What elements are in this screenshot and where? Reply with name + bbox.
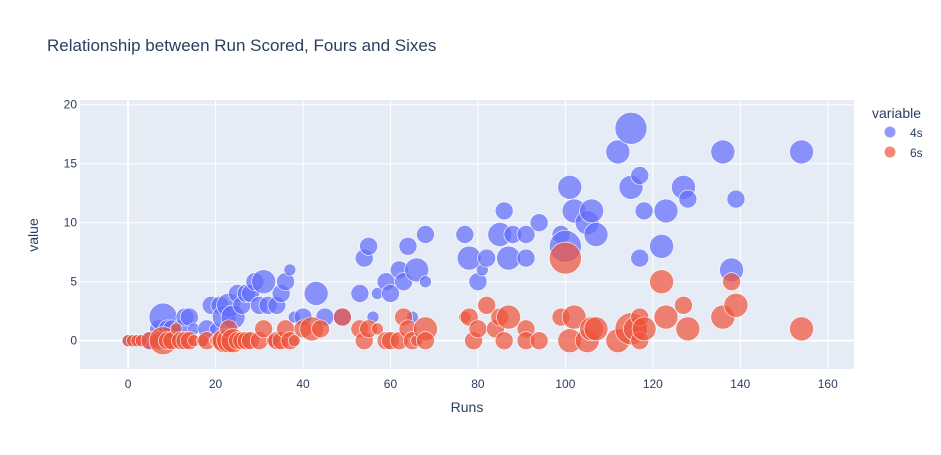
data-point-4s[interactable] bbox=[583, 222, 609, 247]
data-point-4s[interactable] bbox=[614, 112, 648, 145]
data-point-6s[interactable] bbox=[561, 304, 587, 330]
data-point-6s[interactable] bbox=[722, 272, 741, 291]
data-point-6s[interactable] bbox=[529, 331, 549, 350]
y-tick-label: 15 bbox=[64, 157, 78, 171]
data-point-6s[interactable] bbox=[549, 241, 582, 275]
legend-marker-4s bbox=[884, 126, 896, 138]
data-point-6s[interactable] bbox=[675, 316, 701, 342]
data-point-4s[interactable] bbox=[605, 139, 631, 165]
legend-marker-6s bbox=[884, 146, 896, 158]
data-point-4s[interactable] bbox=[419, 275, 432, 288]
data-point-6s[interactable] bbox=[494, 331, 514, 350]
chart-title: Relationship between Run Scored, Fours a… bbox=[47, 36, 436, 55]
data-point-6s[interactable] bbox=[468, 319, 488, 339]
data-point-4s[interactable] bbox=[529, 213, 549, 233]
data-point-4s[interactable] bbox=[477, 248, 496, 268]
y-tick-label: 5 bbox=[70, 275, 77, 289]
data-point-4s[interactable] bbox=[630, 248, 650, 268]
data-point-4s[interactable] bbox=[350, 284, 370, 303]
x-tick-label: 40 bbox=[296, 377, 310, 391]
data-point-6s[interactable] bbox=[477, 295, 496, 315]
x-tick-label: 160 bbox=[818, 377, 838, 391]
data-point-6s[interactable] bbox=[311, 319, 330, 339]
data-point-4s[interactable] bbox=[398, 236, 418, 256]
x-tick-label: 100 bbox=[555, 377, 575, 391]
y-tick-label: 0 bbox=[70, 334, 77, 348]
data-point-4s[interactable] bbox=[678, 189, 698, 209]
data-point-4s[interactable] bbox=[516, 225, 536, 244]
data-point-6s[interactable] bbox=[371, 322, 384, 336]
x-axis-label: Runs bbox=[451, 399, 484, 415]
legend-label-6s: 6s bbox=[910, 146, 923, 160]
data-point-4s[interactable] bbox=[303, 281, 329, 306]
data-point-4s[interactable] bbox=[251, 269, 276, 294]
x-tick-label: 20 bbox=[209, 377, 223, 391]
data-point-4s[interactable] bbox=[653, 198, 679, 224]
tick-layer: 0 20 40 60 80 100 120 140 160 0 5 10 15 20 bbox=[64, 98, 838, 391]
data-point-4s[interactable] bbox=[381, 284, 400, 303]
marker-layer bbox=[121, 112, 814, 355]
data-point-4s[interactable] bbox=[634, 201, 654, 221]
data-point-6s[interactable] bbox=[333, 307, 352, 327]
data-point-6s[interactable] bbox=[789, 316, 814, 342]
legend-title: variable bbox=[872, 105, 921, 121]
data-point-4s[interactable] bbox=[710, 139, 736, 165]
legend-label-4s: 4s bbox=[910, 126, 923, 140]
x-tick-label: 0 bbox=[125, 377, 132, 391]
data-point-6s[interactable] bbox=[583, 316, 609, 342]
legend: variable 4s 6s bbox=[872, 105, 923, 160]
y-tick-label: 10 bbox=[64, 216, 78, 230]
data-point-6s[interactable] bbox=[674, 295, 693, 315]
data-point-4s[interactable] bbox=[630, 166, 650, 185]
data-point-6s[interactable] bbox=[723, 292, 749, 318]
data-point-4s[interactable] bbox=[404, 257, 430, 283]
data-point-4s[interactable] bbox=[557, 175, 583, 200]
data-point-4s[interactable] bbox=[359, 236, 378, 256]
data-point-4s[interactable] bbox=[455, 225, 475, 244]
x-tick-label: 80 bbox=[471, 377, 485, 391]
data-point-6s[interactable] bbox=[653, 304, 679, 330]
series-4s bbox=[121, 112, 814, 350]
data-point-6s[interactable] bbox=[287, 334, 301, 347]
data-point-4s[interactable] bbox=[579, 198, 604, 224]
y-tick-label: 20 bbox=[64, 98, 78, 112]
data-point-6s[interactable] bbox=[649, 269, 674, 294]
x-tick-label: 120 bbox=[643, 377, 663, 391]
data-point-4s[interactable] bbox=[516, 248, 536, 268]
y-axis-label: value bbox=[25, 218, 41, 252]
data-point-4s[interactable] bbox=[416, 225, 435, 244]
data-point-6s[interactable] bbox=[416, 331, 435, 350]
legend-item-6s[interactable]: 6s bbox=[884, 146, 923, 160]
data-point-4s[interactable] bbox=[494, 201, 514, 221]
x-tick-label: 60 bbox=[384, 377, 398, 391]
data-point-6s[interactable] bbox=[631, 316, 657, 342]
data-point-6s[interactable] bbox=[496, 304, 521, 330]
data-point-4s[interactable] bbox=[789, 139, 814, 165]
x-tick-label: 140 bbox=[730, 377, 750, 391]
data-point-6s[interactable] bbox=[254, 319, 273, 339]
data-point-4s[interactable] bbox=[283, 263, 297, 277]
legend-item-4s[interactable]: 4s bbox=[884, 126, 923, 140]
data-point-4s[interactable] bbox=[726, 189, 746, 209]
data-point-4s[interactable] bbox=[649, 233, 674, 259]
series-6s bbox=[121, 241, 814, 355]
